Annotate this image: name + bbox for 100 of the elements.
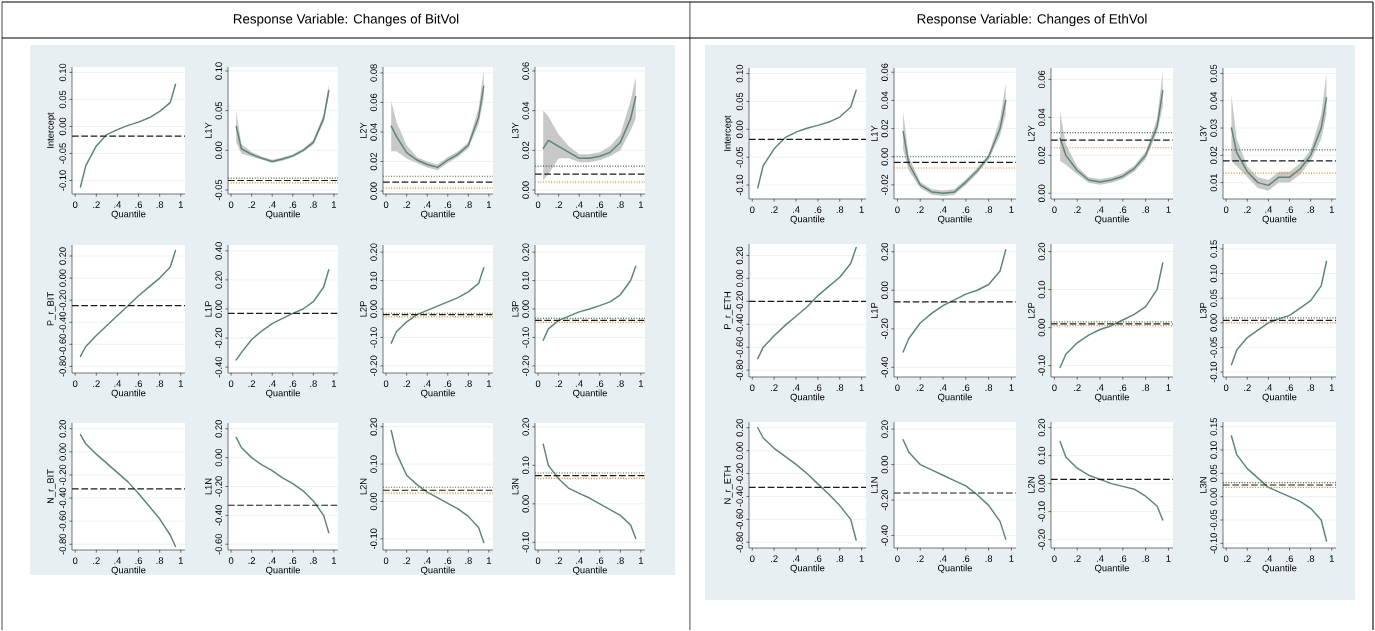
x-tick-label: .4 — [576, 380, 583, 388]
y-tick-label: 0.01 — [1210, 174, 1217, 192]
y-tick-label: 0.20 — [522, 418, 529, 436]
y-tick-label: -0.20 — [1038, 529, 1045, 551]
x-tick-label: .4 — [114, 380, 122, 388]
x-tick-label: .8 — [310, 557, 317, 565]
x-tick-label: 0 — [72, 201, 78, 209]
x-tick-label: .8 — [465, 380, 472, 388]
y-axis-title: P_r_ETH — [724, 292, 733, 330]
x-tick-label: .4 — [269, 380, 276, 388]
x-tick-label: .6 — [596, 380, 604, 388]
y-tick-label: 0.00 — [881, 456, 888, 474]
y-tick-label: -0.20 — [522, 355, 529, 377]
x-tick-label: .6 — [1119, 206, 1127, 214]
y-tick-label: 0.15 — [1210, 240, 1217, 258]
y-tick-label: 0.20 — [1038, 243, 1045, 261]
x-tick-label: .8 — [836, 384, 844, 392]
x-tick-label: .4 — [940, 206, 947, 214]
y-tick-label: 0.00 — [59, 117, 66, 136]
x-tick-label: .8 — [617, 380, 624, 388]
x-tick-label: .8 — [985, 555, 993, 563]
x-axis-title: Quantile — [421, 210, 455, 220]
x-tick-label: 1 — [1009, 206, 1014, 214]
y-tick-label: 0.04 — [1210, 92, 1217, 110]
y-tick-label: -0.02 — [881, 174, 888, 196]
x-axis-title: Quantile — [421, 389, 455, 399]
x-tick-label: 1 — [639, 557, 644, 565]
y-tick-label: 0.00 — [736, 120, 743, 139]
y-tick-label: 0.00 — [522, 300, 529, 318]
y-axis-title: Intercept — [724, 115, 733, 152]
x-tick-label: 1 — [1166, 384, 1171, 392]
y-tick-label: 0.00 — [522, 495, 529, 513]
x-tick-label: .4 — [792, 384, 800, 392]
x-tick-label: 1 — [1009, 384, 1014, 392]
x-tick-label: 0 — [895, 206, 900, 214]
x-tick-label: 0 — [383, 557, 389, 565]
x-tick-label: 0 — [228, 380, 234, 388]
y-tick-label: -0.10 — [1038, 501, 1045, 523]
x-tick-label: .2 — [403, 380, 411, 388]
y-tick-label: 0.20 — [370, 243, 377, 262]
y-axis-title: L1N — [871, 477, 878, 494]
x-tick-label: 1 — [178, 380, 183, 388]
y-tick-label: 0.05 — [736, 93, 743, 111]
x-tick-label: .6 — [962, 384, 970, 392]
x-tick-label: 1 — [332, 201, 337, 209]
x-axis-title: Quantile — [938, 393, 972, 403]
y-tick-label: 0.00 — [215, 449, 222, 467]
x-tick-label: .2 — [771, 206, 778, 214]
y-tick-label: -0.20 — [215, 328, 222, 349]
x-tick-label: 0 — [228, 557, 234, 565]
y-tick-label: 0.00 — [522, 181, 529, 199]
y-tick-label: 0.04 — [522, 102, 529, 120]
x-tick-label: .2 — [771, 384, 778, 392]
y-tick-label: -0.20 — [736, 463, 743, 484]
x-axis-title: Quantile — [938, 564, 972, 574]
x-tick-label: 0 — [535, 201, 541, 209]
y-axis-title: L3P — [1199, 302, 1207, 319]
y-tick-label: 0.02 — [1210, 146, 1217, 165]
x-axis-title: Quantile — [111, 210, 146, 220]
x-tick-label: .4 — [792, 555, 800, 563]
x-tick-label: .4 — [792, 206, 800, 214]
y-tick-label: 0.02 — [1038, 146, 1045, 165]
x-tick-label: .8 — [836, 555, 844, 563]
y-tick-label: 0.02 — [370, 153, 377, 171]
x-tick-label: 1 — [487, 380, 492, 388]
y-tick-label: 0.06 — [1038, 70, 1045, 89]
x-tick-label: .6 — [135, 380, 143, 388]
y-tick-label: -0.20 — [215, 476, 222, 497]
y-tick-label: 0.00 — [370, 182, 377, 200]
y-tick-label: -0.10 — [370, 528, 377, 550]
x-axis-title: Quantile — [266, 566, 300, 576]
x-tick-label: .8 — [985, 206, 993, 214]
x-tick-label: 0 — [1223, 555, 1229, 563]
x-tick-label: .4 — [576, 201, 583, 209]
x-tick-label: .4 — [1265, 384, 1273, 392]
y-axis-title: L2N — [360, 478, 367, 495]
y-tick-label: -0.10 — [1038, 355, 1045, 377]
y-tick-label: 0.06 — [370, 94, 377, 112]
text: Response Variable: Changes of EthVol — [917, 14, 1147, 27]
x-axis-title: Quantile — [1095, 564, 1129, 574]
y-tick-label: 0.00 — [215, 141, 222, 160]
x-tick-label: 1 — [1166, 555, 1171, 563]
x-axis-title: Quantile — [790, 393, 825, 403]
x-tick-label: .2 — [917, 206, 924, 214]
x-tick-label: .8 — [465, 201, 472, 209]
x-tick-label: 0 — [72, 557, 78, 565]
y-tick-label: -0.40 — [215, 357, 222, 378]
y-tick-label: 0.10 — [1210, 441, 1217, 459]
x-axis-title: Quantile — [573, 566, 607, 576]
x-tick-label: 1 — [1329, 206, 1334, 214]
x-tick-label: 0 — [535, 557, 541, 565]
y-tick-label: -0.20 — [59, 464, 66, 486]
y-tick-label: -0.40 — [215, 505, 222, 526]
y-tick-label: 0.05 — [1210, 464, 1217, 483]
y-tick-label: -0.10 — [1210, 533, 1217, 554]
x-tick-label: .2 — [771, 555, 778, 563]
x-tick-label: .8 — [1307, 384, 1315, 392]
y-axis-title: L3N — [1199, 477, 1207, 494]
x-tick-label: .8 — [156, 557, 164, 565]
x-tick-label: .6 — [962, 206, 970, 214]
